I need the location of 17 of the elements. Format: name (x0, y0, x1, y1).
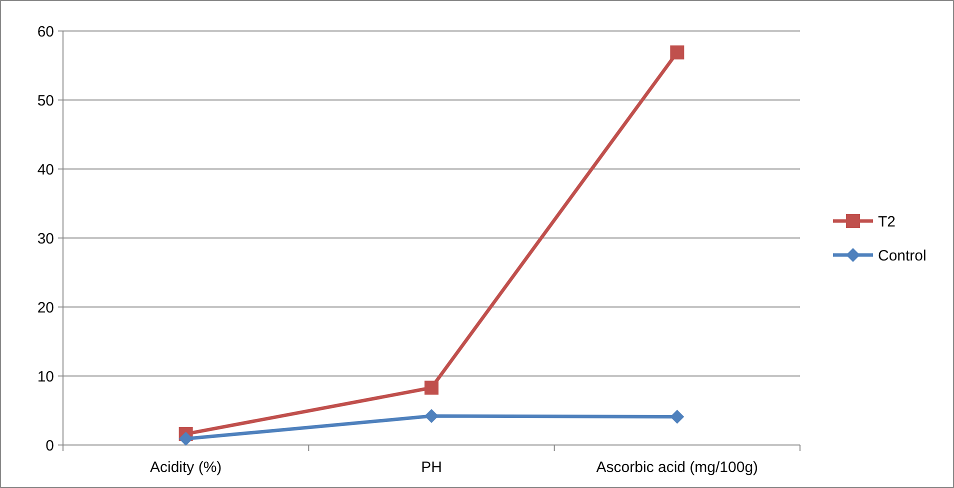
y-tick-label: 30 (37, 230, 54, 248)
point (424, 380, 438, 395)
point (424, 409, 438, 424)
y-tick-label: 40 (37, 161, 54, 178)
point (670, 45, 684, 60)
x-tick-label: Ascorbic acid (mg/100g) (596, 459, 758, 476)
x-tick-label: Acidity (%) (150, 459, 222, 476)
point (670, 410, 684, 424)
y-tick-label: 50 (37, 92, 54, 110)
legend-label: T2 (878, 213, 896, 230)
y-tick-label: 10 (37, 368, 54, 386)
y-tick-label: 20 (37, 299, 54, 316)
point (178, 432, 193, 446)
y-tick-label: 0 (46, 437, 54, 454)
y-tick-label: 60 (37, 23, 54, 40)
x-tick-label: PH (421, 459, 442, 476)
legend-label: Control (878, 247, 926, 264)
